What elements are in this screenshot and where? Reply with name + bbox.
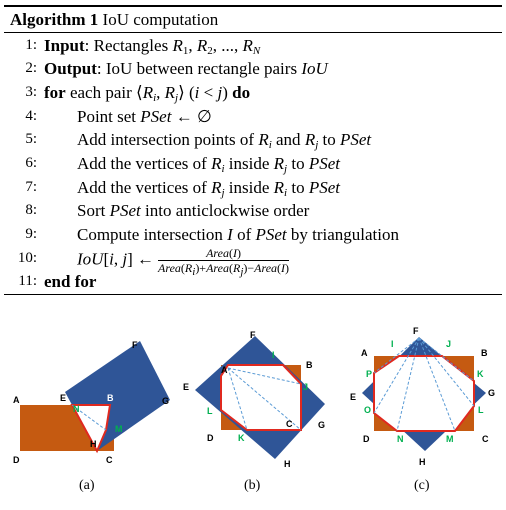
svg-text:I: I [272, 350, 275, 360]
algorithm-line-4: 4: Point set PSet ← ∅ [25, 106, 212, 126]
algorithm-name: IoU computation [102, 9, 219, 29]
svg-text:H: H [419, 457, 426, 467]
svg-text:B: B [306, 360, 313, 370]
algorithm-label: Algorithm 1 [10, 9, 99, 29]
algorithm-line-10: 10: IoU[i, j] ← Area(I) Area(Ri)+Area(Rj)−… [17, 245, 290, 278]
algorithm-line-8: 8: Sort PSet into anticlockwise order [25, 201, 310, 221]
svg-text:M: M [115, 424, 123, 434]
svg-text:D: D [207, 433, 214, 443]
svg-text:K: K [477, 369, 484, 379]
svg-text:A: A [13, 395, 20, 405]
svg-text:J: J [303, 382, 308, 392]
algorithm-line-2: 2: Output: IoU between rectangle pairs I… [25, 59, 328, 79]
svg-text:D: D [363, 434, 370, 444]
svg-text:J: J [446, 339, 451, 349]
figure-panels: A E B F G N M H D C F I B E A J L C G D … [0, 320, 506, 505]
svg-text:F: F [413, 326, 419, 336]
algorithm-lines: 1: Input: Rectangles R1, R2, ..., RN 2: … [4, 33, 502, 295]
algorithm-line-11: 11: end for [18, 272, 97, 292]
svg-text:G: G [162, 396, 169, 406]
svg-text:C: C [286, 419, 293, 429]
svg-text:F: F [132, 340, 138, 350]
svg-text:N: N [397, 434, 404, 444]
svg-text:E: E [350, 392, 356, 402]
title-rule [4, 31, 502, 33]
svg-text:L: L [207, 406, 213, 416]
svg-text:C: C [482, 434, 489, 444]
svg-text:I: I [391, 339, 394, 349]
iou-fraction: Area(I) Area(Ri)+Area(Rj)−Area(I) [158, 245, 290, 278]
algorithm-title: Algorithm 1 IoU computation [4, 7, 502, 32]
svg-text:B: B [481, 348, 488, 358]
algorithm-line-6: 6: Add the vertices of Ri inside Rj to P… [25, 154, 340, 176]
svg-text:O: O [364, 405, 371, 415]
svg-text:G: G [488, 388, 495, 398]
svg-text:G: G [318, 420, 325, 430]
svg-text:M: M [446, 434, 454, 444]
algorithm-line-9: 9: Compute intersection I of PSet by tri… [25, 225, 400, 245]
caption-c: (c) [414, 478, 430, 493]
algorithm-line-5: 5: Add intersection points of Ri and Rj … [25, 130, 372, 152]
svg-text:N: N [73, 404, 80, 414]
svg-text:A: A [221, 365, 228, 375]
svg-text:E: E [183, 382, 189, 392]
algorithm-line-1: 1: Input: Rectangles R1, R2, ..., RN [25, 35, 261, 57]
svg-text:C: C [106, 455, 113, 465]
svg-text:H: H [90, 439, 97, 449]
caption-b: (b) [244, 478, 261, 493]
top-rule [4, 5, 502, 7]
algorithm-line-3: 3: for each pair ⟨Ri, Rj⟩ (i < j) do [25, 82, 251, 104]
svg-text:D: D [13, 455, 20, 465]
svg-text:P: P [366, 369, 372, 379]
svg-text:K: K [238, 433, 245, 443]
panel-c-diagram: F I J A B P K E G O L D N M C H [350, 326, 495, 467]
svg-text:H: H [284, 459, 291, 469]
panel-a-diagram: A E B F G N M H D C [13, 340, 170, 465]
svg-text:F: F [250, 330, 256, 340]
svg-text:B: B [107, 393, 114, 403]
svg-text:L: L [478, 405, 484, 415]
svg-text:E: E [60, 393, 66, 403]
algorithm-line-7: 7: Add the vertices of Rj inside Ri to P… [25, 177, 340, 199]
algorithm-box: Algorithm 1 IoU computation 1: Input: Re… [4, 5, 502, 296]
bottom-rule [4, 294, 502, 296]
panel-b-diagram: F I B E A J L C G D K H [183, 330, 325, 469]
svg-text:A: A [361, 348, 368, 358]
caption-a: (a) [79, 478, 95, 493]
